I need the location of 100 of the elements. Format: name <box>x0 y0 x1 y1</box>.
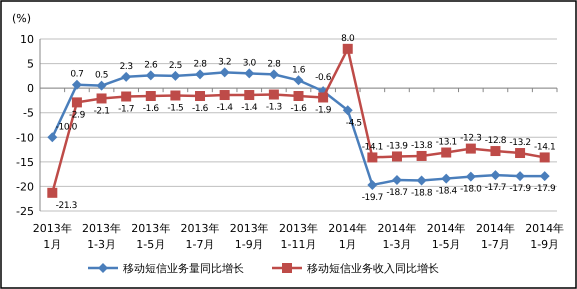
data-label: 3.2 <box>218 57 232 68</box>
point <box>170 70 180 81</box>
y-tick-label: -20 <box>16 180 34 194</box>
point <box>318 92 328 102</box>
data-label: -1.4 <box>241 103 258 114</box>
data-label: -13.1 <box>436 138 457 148</box>
y-tick-label: -25 <box>16 205 34 218</box>
x-tick-label: 2014年 1-7月 <box>476 222 515 251</box>
point <box>195 69 206 80</box>
point <box>466 172 476 182</box>
point <box>72 97 82 108</box>
x-tick-label: 2013年 1-11月 <box>279 222 318 251</box>
x-tick-label: 2013年 1-9月 <box>230 222 269 251</box>
point <box>121 91 132 102</box>
data-label: -13.9 <box>386 141 408 152</box>
point <box>47 132 58 142</box>
point <box>515 171 526 182</box>
point <box>367 152 378 162</box>
point <box>540 171 550 182</box>
data-label: 2.3 <box>120 62 133 72</box>
data-label: -21.3 <box>56 200 77 211</box>
data-label: 1.6 <box>292 65 306 76</box>
data-label: 8.0 <box>341 34 355 44</box>
legend-label: 移动短信业务量同比增长 <box>123 262 244 275</box>
point <box>146 70 156 80</box>
point <box>220 67 230 78</box>
point <box>195 91 206 102</box>
data-label: -1.6 <box>192 104 209 114</box>
point <box>392 151 402 162</box>
y-tick-label: 5 <box>27 58 34 71</box>
point <box>342 44 353 54</box>
point <box>96 80 107 91</box>
y-tick-label: 0 <box>27 82 34 96</box>
data-label: -1.6 <box>142 104 160 114</box>
data-label: -1.7 <box>118 104 134 114</box>
data-label: -1.4 <box>216 103 234 114</box>
y-axis-title: (%) <box>12 12 32 25</box>
point <box>490 146 500 156</box>
point <box>392 175 402 186</box>
point <box>268 90 279 100</box>
point <box>170 90 180 101</box>
data-label: 2.8 <box>267 59 282 70</box>
point <box>244 90 254 100</box>
point <box>244 68 254 78</box>
y-tick-label: -5 <box>23 106 34 120</box>
data-label: -13.8 <box>410 140 433 151</box>
point <box>416 150 427 161</box>
data-label: -17.7 <box>484 183 506 194</box>
point <box>515 148 526 158</box>
data-label: 3.0 <box>242 58 256 68</box>
point <box>47 188 58 198</box>
data-label: -18.7 <box>386 188 408 198</box>
x-tick-label: 2013年 1-7月 <box>180 222 220 251</box>
data-label: -19.7 <box>362 192 384 203</box>
data-label: 0.7 <box>70 70 84 80</box>
point <box>294 75 304 86</box>
legend-label: 移动短信业务收入同比增长 <box>307 262 439 275</box>
data-label: 2.6 <box>144 60 158 70</box>
data-label: -0.6 <box>315 73 332 84</box>
point <box>367 180 378 190</box>
point <box>342 105 353 116</box>
point <box>441 148 452 158</box>
data-label: -18.4 <box>436 186 458 197</box>
point <box>466 144 476 154</box>
y-tick-label: -10 <box>16 131 34 144</box>
data-label: -17.9 <box>509 184 532 194</box>
x-tick-label: 2014年 1-9月 <box>525 222 564 251</box>
point <box>72 80 82 90</box>
x-tick-label: 2014年 1-3月 <box>377 222 416 251</box>
point <box>540 152 550 162</box>
data-label: -1.5 <box>167 104 184 114</box>
y-tick-label: 10 <box>20 33 34 46</box>
point <box>490 170 500 180</box>
data-label: -1.3 <box>266 102 282 113</box>
y-tick-label: -15 <box>16 156 34 169</box>
x-tick-label: 2014年 1月 <box>328 222 368 251</box>
data-label: -14.1 <box>534 142 556 152</box>
point <box>96 93 107 104</box>
x-tick-label: 2013年 1-3月 <box>82 222 122 251</box>
point <box>121 72 132 82</box>
data-label: -12.8 <box>484 136 507 146</box>
point <box>220 90 230 100</box>
x-tick-label: 2013年 1-5月 <box>131 222 170 251</box>
data-label: 0.5 <box>94 70 108 81</box>
point <box>268 69 279 80</box>
point <box>441 174 452 184</box>
x-tick-label: 2013年 1月 <box>32 222 72 251</box>
data-label: -17.9 <box>534 184 556 194</box>
point <box>416 176 427 186</box>
data-label: -12.3 <box>460 134 482 144</box>
data-label: -18.8 <box>410 188 433 199</box>
x-tick-label: 2014年 1-5月 <box>426 222 466 251</box>
data-label: -1.9 <box>315 105 332 116</box>
data-label: -2.1 <box>94 106 110 116</box>
point <box>294 91 304 102</box>
data-label: 2.5 <box>168 60 182 71</box>
data-label: -18.0 <box>460 184 482 195</box>
point <box>146 91 156 102</box>
data-label: 2.8 <box>193 59 208 70</box>
data-label: -1.6 <box>290 104 308 114</box>
